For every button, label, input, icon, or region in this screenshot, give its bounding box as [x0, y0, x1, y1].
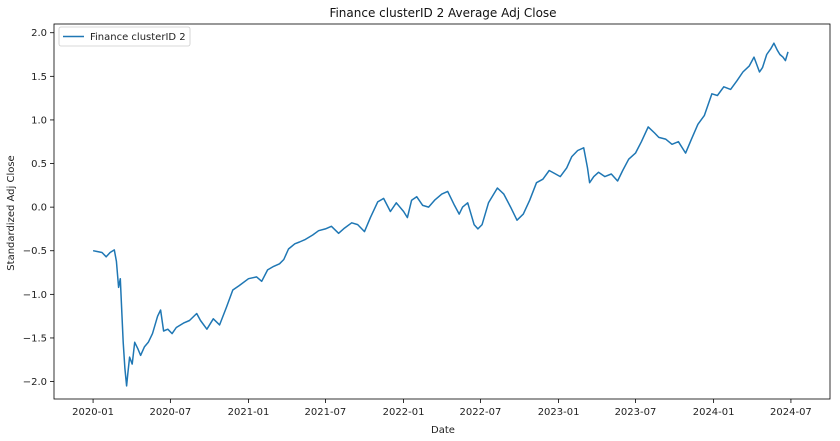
plot-area-frame — [53, 23, 831, 400]
x-tick-label: 2023-01 — [538, 407, 580, 418]
x-tick-label: 2020-07 — [149, 407, 191, 418]
y-tick-label: 2.0 — [31, 28, 47, 39]
y-tick-label: 1.0 — [31, 115, 47, 126]
chart-title: Finance clusterID 2 Average Adj Close — [329, 6, 556, 20]
x-tick-label: 2021-01 — [228, 407, 270, 418]
x-tick-label: 2022-01 — [383, 407, 425, 418]
x-axis: 2020-01 2020-07 2021-01 2021-07 2022-01 2022-… — [72, 399, 812, 418]
x-tick-label: 2020-01 — [72, 407, 114, 418]
y-axis-label: Standardized Adj Close — [6, 155, 17, 270]
x-tick-label: 2021-07 — [305, 407, 347, 418]
y-tick-label: 0.0 — [31, 203, 47, 214]
x-tick-label: 2023-07 — [615, 407, 657, 418]
y-tick-label: −2.0 — [23, 377, 47, 388]
y-tick-label: −0.5 — [23, 246, 47, 257]
x-axis-label: Date — [431, 425, 455, 436]
legend-box — [58, 26, 191, 47]
y-axis: 2.0 1.5 1.0 0.5 0.0 −0.5 −1.0 −1.5 −2.0 — [23, 28, 54, 388]
y-tick-label: −1.5 — [23, 333, 47, 344]
x-tick-label: 2024-01 — [693, 407, 735, 418]
legend: Finance clusterID 2 — [58, 26, 191, 47]
y-tick-label: 1.5 — [31, 72, 47, 83]
y-tick-label: 0.5 — [31, 159, 47, 170]
series-line-finance-clusterid-2 — [92, 42, 789, 387]
y-tick-label: −1.0 — [23, 290, 47, 301]
x-tick-label: 2024-07 — [770, 407, 812, 418]
legend-label: Finance clusterID 2 — [90, 32, 186, 43]
x-tick-label: 2022-07 — [460, 407, 502, 418]
